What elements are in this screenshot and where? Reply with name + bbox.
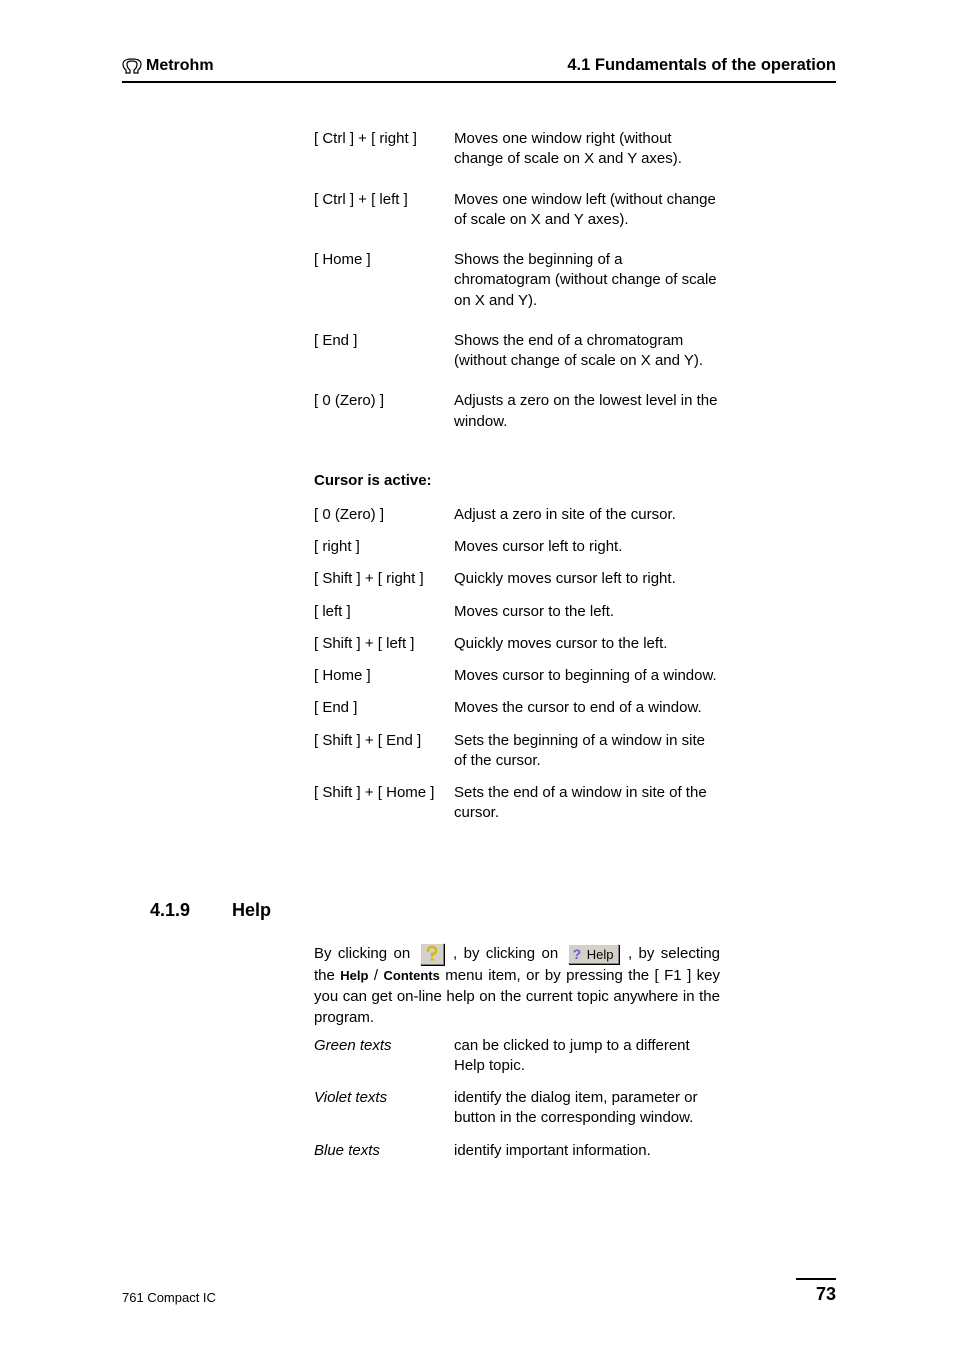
help-para-seg-b: , by clicking on: [453, 945, 565, 962]
shortcut-description: Quickly moves cursor to the left.: [454, 634, 720, 654]
shortcut-row: [ right ]Moves cursor left to right.: [314, 537, 720, 557]
help-section-number: 4.1.9: [150, 900, 232, 921]
help-text-term: Violet texts: [314, 1088, 454, 1129]
shortcut-row: [ Home ]Shows the beginning of a chromat…: [314, 250, 720, 311]
help-icon-button-large[interactable]: ? Help: [568, 944, 619, 964]
help-text-description: identify the dialog item, parameter or b…: [454, 1088, 720, 1129]
help-question-icon: [425, 946, 439, 962]
help-text-row: Violet textsidentify the dialog item, pa…: [314, 1088, 720, 1129]
help-para-seg-a: By clicking on: [314, 945, 417, 962]
cursor-heading: Cursor is active:: [314, 472, 720, 489]
shortcuts-block-1: [ Ctrl ] + [ right ]Moves one window rig…: [314, 129, 720, 432]
help-icon-button-small[interactable]: [420, 943, 444, 965]
shortcut-row: [ End ]Moves the cursor to end of a wind…: [314, 698, 720, 718]
footer-left: 761 Compact IC: [122, 1290, 216, 1305]
shortcut-description: Moves cursor to the left.: [454, 602, 720, 622]
shortcut-key: [ 0 (Zero) ]: [314, 391, 454, 432]
shortcut-row: [ Ctrl ] + [ right ]Moves one window rig…: [314, 129, 720, 170]
shortcut-description: Moves cursor left to right.: [454, 537, 720, 557]
shortcut-description: Adjusts a zero on the lowest level in th…: [454, 391, 720, 432]
brand-logo: Metrohm: [122, 57, 214, 75]
shortcut-key: [ Ctrl ] + [ left ]: [314, 190, 454, 231]
shortcut-key: [ End ]: [314, 331, 454, 372]
shortcut-description: Moves the cursor to end of a window.: [454, 698, 720, 718]
metrohm-omega-icon: [122, 58, 142, 74]
shortcut-key: [ Home ]: [314, 666, 454, 686]
shortcut-key: [ Shift ] + [ left ]: [314, 634, 454, 654]
section-title: 4.1 Fundamentals of the operation: [567, 56, 836, 75]
page-number: 73: [796, 1278, 836, 1305]
shortcut-row: [ left ]Moves cursor to the left.: [314, 602, 720, 622]
shortcut-key: [ Ctrl ] + [ right ]: [314, 129, 454, 170]
shortcut-row: [ Ctrl ] + [ left ]Moves one window left…: [314, 190, 720, 231]
help-section-title: Help: [232, 900, 271, 921]
help-text-description: identify important information.: [454, 1141, 720, 1161]
shortcut-row: [ Shift ] + [ right ]Quickly moves curso…: [314, 569, 720, 589]
help-text-row: Green textscan be clicked to jump to a d…: [314, 1036, 720, 1077]
help-paragraph: By clicking on , by clicking on ? Help ,…: [314, 943, 720, 1028]
help-heading-row: 4.1.9 Help: [122, 900, 836, 921]
cursor-active-block: Cursor is active: [ 0 (Zero) ]Adjust a z…: [314, 472, 720, 824]
help-bold-2: Contents: [383, 968, 439, 983]
help-bold-1: Help: [340, 968, 368, 983]
shortcut-row: [ Shift ] + [ End ]Sets the beginning of…: [314, 731, 720, 772]
help-text-term: Blue texts: [314, 1141, 454, 1161]
help-question-icon: ?: [573, 946, 582, 962]
shortcut-key: [ Shift ] + [ Home ]: [314, 783, 454, 824]
shortcut-key: [ 0 (Zero) ]: [314, 505, 454, 525]
help-body: By clicking on , by clicking on ? Help ,…: [314, 943, 720, 1161]
shortcut-row: [ 0 (Zero) ]Adjust a zero in site of the…: [314, 505, 720, 525]
brand-text: Metrohm: [146, 57, 214, 75]
shortcut-key: [ right ]: [314, 537, 454, 557]
shortcut-key: [ Shift ] + [ right ]: [314, 569, 454, 589]
shortcut-key: [ Shift ] + [ End ]: [314, 731, 454, 772]
shortcut-key: [ left ]: [314, 602, 454, 622]
help-text-description: can be clicked to jump to a different He…: [454, 1036, 720, 1077]
shortcut-row: [ 0 (Zero) ]Adjusts a zero on the lowest…: [314, 391, 720, 432]
shortcut-description: Shows the end of a chromatogram (without…: [454, 331, 720, 372]
shortcut-description: Moves one window right (without change o…: [454, 129, 720, 170]
help-text-term: Green texts: [314, 1036, 454, 1077]
shortcut-row: [ Shift ] + [ Home ]Sets the end of a wi…: [314, 783, 720, 824]
shortcut-key: [ End ]: [314, 698, 454, 718]
shortcut-row: [ End ]Shows the end of a chromatogram (…: [314, 331, 720, 372]
shortcut-description: Quickly moves cursor left to right.: [454, 569, 720, 589]
page-header: Metrohm 4.1 Fundamentals of the operatio…: [122, 56, 836, 83]
shortcut-description: Adjust a zero in site of the cursor.: [454, 505, 720, 525]
page-footer: 761 Compact IC 73: [122, 1278, 836, 1305]
shortcut-description: Moves cursor to beginning of a window.: [454, 666, 720, 686]
help-button-label: Help: [587, 947, 614, 962]
shortcut-description: Sets the beginning of a window in site o…: [454, 731, 720, 772]
shortcut-row: [ Home ]Moves cursor to beginning of a w…: [314, 666, 720, 686]
shortcut-description: Shows the beginning of a chromatogram (w…: [454, 250, 720, 311]
help-text-row: Blue textsidentify important information…: [314, 1141, 720, 1161]
shortcut-key: [ Home ]: [314, 250, 454, 311]
shortcut-description: Moves one window left (without change of…: [454, 190, 720, 231]
shortcut-description: Sets the end of a window in site of the …: [454, 783, 720, 824]
shortcut-row: [ Shift ] + [ left ]Quickly moves cursor…: [314, 634, 720, 654]
